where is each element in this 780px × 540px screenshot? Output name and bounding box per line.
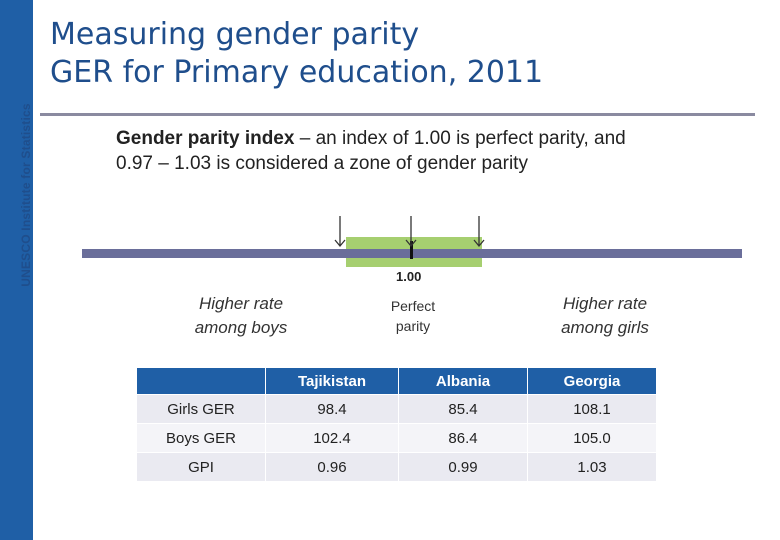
row-label: Boys GER [136,423,266,453]
down-arrow-icon [405,216,417,248]
table-cell: 0.96 [265,452,399,482]
table-cell: 105.0 [527,423,657,453]
perfect-label-line-1: Perfect [390,298,436,314]
girls-label-line-1: Higher rate [562,294,648,313]
table-cell: 102.4 [265,423,399,453]
sidebar-label: UNESCO Institute for Statistics [6,0,46,390]
sidebar-band [0,0,33,540]
title-divider [40,113,755,116]
table-cell: 85.4 [398,394,528,424]
gpi-table: Tajikistan Albania Georgia Girls GER 98.… [136,367,657,482]
page-title: Measuring gender parity GER for Primary … [50,16,543,92]
boys-label-line-2: among boys [194,318,288,337]
column-header: Tajikistan [265,367,399,395]
table-row: GPI 0.96 0.99 1.03 [136,452,657,482]
girls-side-label: Higher rate among girls [532,292,678,340]
title-line-1: Measuring gender parity [50,17,420,52]
column-header: Albania [398,367,528,395]
table-row: Girls GER 98.4 85.4 108.1 [136,394,657,424]
table-cell: 0.99 [398,452,528,482]
boys-side-label: Higher rate among boys [170,292,312,340]
table-corner-cell [136,367,266,395]
table-header-row: Tajikistan Albania Georgia [136,367,657,395]
perfect-parity-label: Perfect parity [380,296,446,336]
table-cell: 86.4 [398,423,528,453]
table-row: Boys GER 102.4 86.4 105.0 [136,423,657,453]
down-arrow-icon [473,216,485,248]
table-cell: 98.4 [265,394,399,424]
down-arrow-icon [334,216,346,248]
girls-label-line-2: among girls [561,318,649,337]
definition-term: Gender parity index [116,128,295,149]
title-line-2: GER for Primary education, 2011 [50,55,544,90]
column-header: Georgia [527,367,657,395]
row-label: GPI [136,452,266,482]
definition-line-2: 0.97 – 1.03 is considered a zone of gend… [116,153,528,174]
parity-value-label: 1.00 [396,269,422,284]
boys-label-line-1: Higher rate [198,294,284,313]
table-cell: 1.03 [527,452,657,482]
definition-line-1: – an index of 1.00 is perfect parity, an… [294,128,626,149]
gpi-definition: Gender parity index – an index of 1.00 i… [116,126,736,176]
table-cell: 108.1 [527,394,657,424]
row-label: Girls GER [136,394,266,424]
perfect-parity-tick [410,241,413,259]
perfect-label-line-2: parity [395,318,431,334]
sidebar-label-text: UNESCO Institute for Statistics [19,103,33,287]
